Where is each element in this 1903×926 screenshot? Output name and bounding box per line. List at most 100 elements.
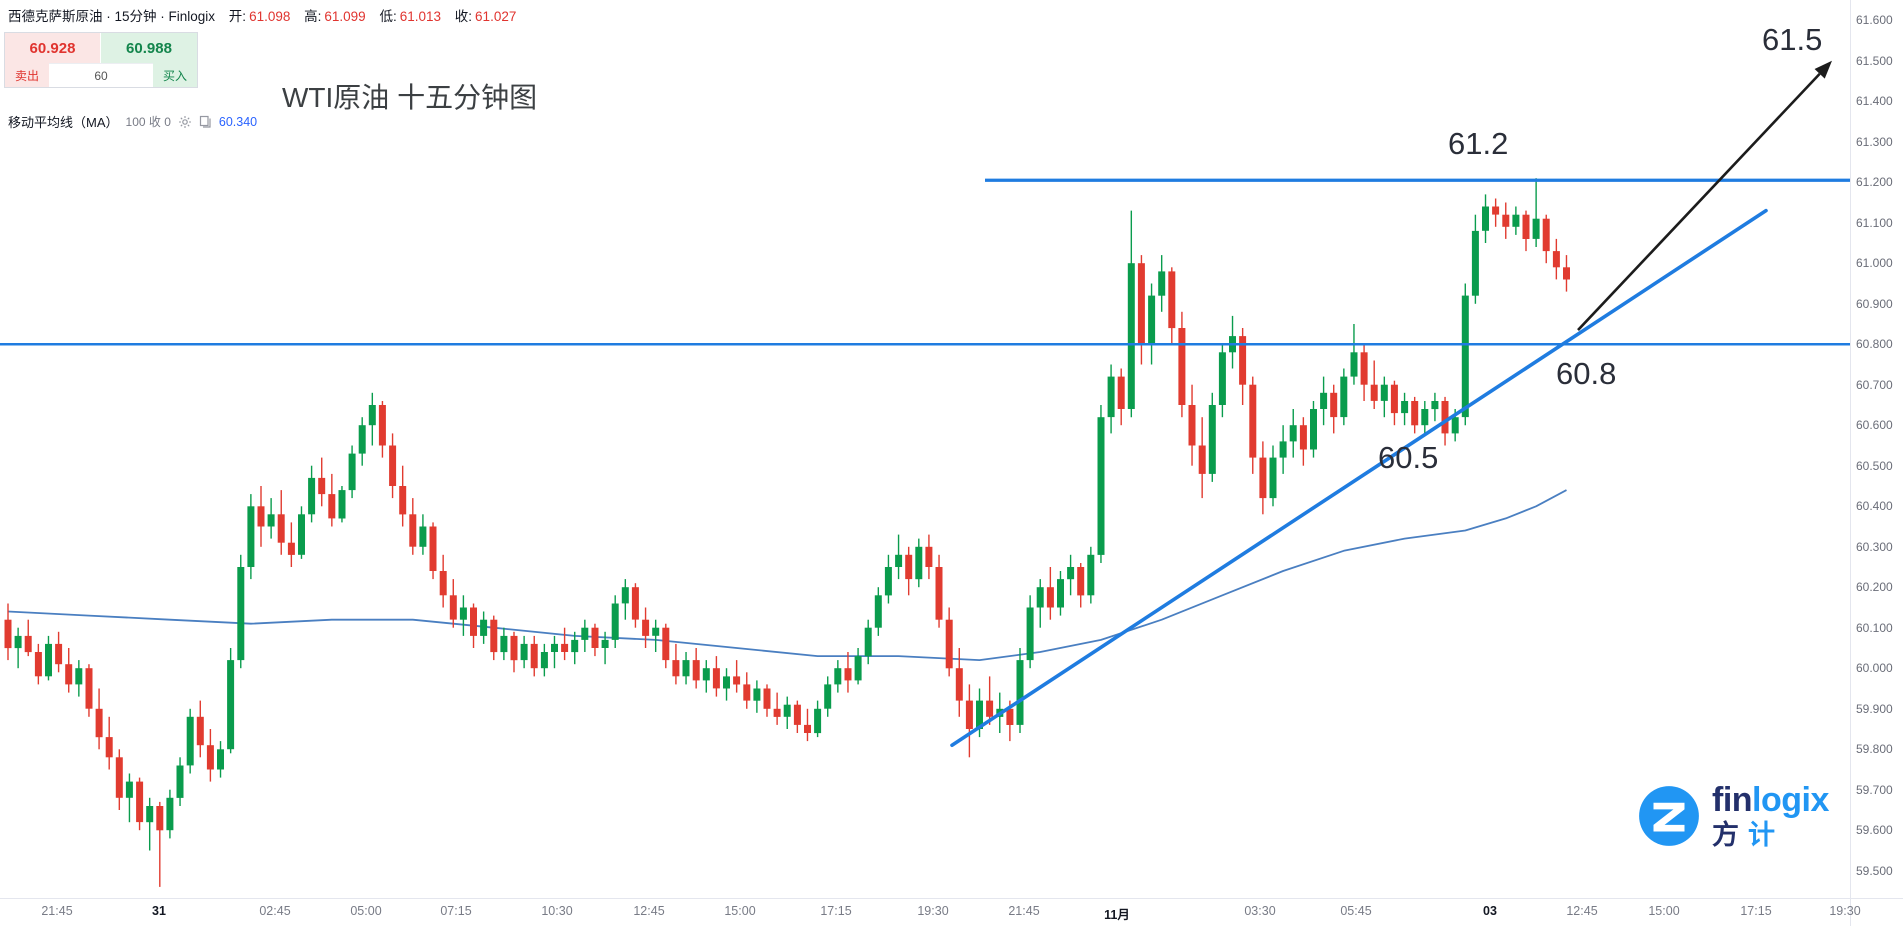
candle — [884, 554, 892, 604]
price-tick: 61.500 — [1856, 54, 1893, 68]
candle — [95, 688, 103, 750]
candle — [510, 631, 518, 673]
candle — [85, 664, 93, 717]
annotation-label[interactable]: 61.5 — [1762, 22, 1823, 57]
candle — [642, 607, 650, 648]
open-label: 开: — [228, 9, 247, 24]
candle — [1502, 202, 1510, 239]
buy-button[interactable]: 买入 — [153, 63, 197, 87]
sell-button[interactable]: 卖出 — [5, 63, 49, 87]
candle — [540, 643, 548, 677]
candle — [115, 749, 123, 810]
candle — [4, 603, 12, 661]
trend-arrow[interactable] — [1577, 60, 1832, 331]
finlogix-cn-wordmark: 方计 — [1712, 819, 1784, 850]
candle — [1117, 368, 1125, 426]
price-tick: 61.000 — [1856, 256, 1893, 270]
time-tick: 17:15 — [1740, 904, 1772, 918]
candle — [895, 534, 903, 580]
candle — [793, 700, 801, 733]
candle — [1512, 206, 1520, 235]
candle — [1563, 255, 1570, 292]
candle — [34, 643, 42, 685]
high-label: 高: — [304, 9, 322, 24]
ma-line[interactable] — [7, 489, 1567, 661]
candle — [1471, 214, 1479, 304]
candle — [733, 660, 741, 693]
time-tick: 12:45 — [633, 904, 665, 918]
candle — [247, 494, 255, 580]
candle — [125, 773, 133, 823]
candle — [1431, 392, 1439, 422]
candle — [136, 777, 144, 831]
price-tick: 60.600 — [1856, 418, 1893, 432]
candle — [368, 392, 376, 446]
candle — [652, 619, 660, 652]
annotation-label[interactable]: 60.8 — [1556, 356, 1617, 391]
candle — [1532, 178, 1540, 247]
candle — [1057, 571, 1064, 616]
time-tick: 03 — [1483, 904, 1497, 918]
price-tick: 61.400 — [1856, 94, 1893, 108]
candle — [824, 676, 832, 717]
indicator-legend[interactable]: 移动平均线（MA） 100 收 0 60.340 — [8, 112, 257, 131]
time-tick: 05:00 — [350, 904, 382, 918]
candle — [925, 534, 933, 580]
candle — [672, 643, 680, 685]
candle — [1188, 384, 1196, 466]
time-tick: 15:00 — [724, 904, 756, 918]
candle — [1208, 392, 1216, 482]
candle — [429, 522, 437, 580]
candle — [399, 465, 407, 527]
price-tick: 60.300 — [1856, 540, 1893, 554]
candle — [682, 652, 690, 685]
candle — [1249, 376, 1257, 474]
candle — [520, 635, 528, 669]
time-tick: 17:15 — [820, 904, 852, 918]
price-axis[interactable]: 61.600 61.500 61.400 61.300 61.200 61.100 61.0… — [1851, 0, 1903, 898]
candle — [955, 648, 963, 717]
candle — [287, 522, 295, 567]
candle — [1552, 238, 1560, 280]
candle — [166, 789, 174, 839]
candle — [277, 490, 285, 555]
candle — [409, 498, 417, 555]
candle — [480, 611, 488, 644]
candle — [561, 627, 569, 661]
symbol-title: 西德克萨斯原油 · 15分钟 · Finlogix — [8, 9, 216, 24]
candle — [65, 648, 73, 693]
buy-price-button[interactable]: 60.988 — [101, 33, 197, 63]
candle — [1330, 384, 1338, 434]
candle — [1350, 324, 1358, 385]
candle — [24, 619, 32, 657]
candle — [702, 660, 710, 693]
time-axis[interactable]: 21:45 31 02:45 05:00 07:15 10:30 12:45 15:00 17:… — [0, 898, 1903, 926]
low-value: 61.013 — [399, 9, 442, 24]
high-value: 61.099 — [324, 9, 366, 24]
price-tick: 59.900 — [1856, 702, 1893, 716]
candle — [1077, 563, 1085, 608]
ma-value: 60.340 — [218, 114, 258, 129]
candle — [935, 554, 943, 628]
copy-icon[interactable] — [199, 115, 212, 128]
annotation-label[interactable]: 61.2 — [1448, 126, 1509, 161]
candle — [348, 445, 356, 499]
sell-price-button[interactable]: 60.928 — [5, 33, 101, 63]
candle — [692, 648, 700, 689]
time-tick: 21:45 — [41, 904, 73, 918]
candle — [1067, 554, 1075, 596]
candle — [621, 579, 629, 620]
drawings-layer[interactable] — [0, 60, 1850, 748]
symbol-header: 西德克萨斯原油 · 15分钟 · Finlogix 开: 61.098 高: 61.… — [8, 5, 516, 25]
gear-icon[interactable] — [178, 115, 192, 129]
annotation-label[interactable]: 60.5 — [1378, 440, 1439, 475]
finlogix-logo: finlogix 方计 — [1638, 782, 1829, 850]
candle — [571, 631, 579, 665]
candle — [1026, 595, 1034, 669]
trendline[interactable] — [950, 208, 1768, 748]
candle — [1360, 344, 1368, 401]
candle — [1016, 648, 1024, 733]
quote-widget[interactable]: 60.928 60.988 卖出 60 买入 — [4, 32, 198, 88]
candle — [1239, 328, 1247, 405]
